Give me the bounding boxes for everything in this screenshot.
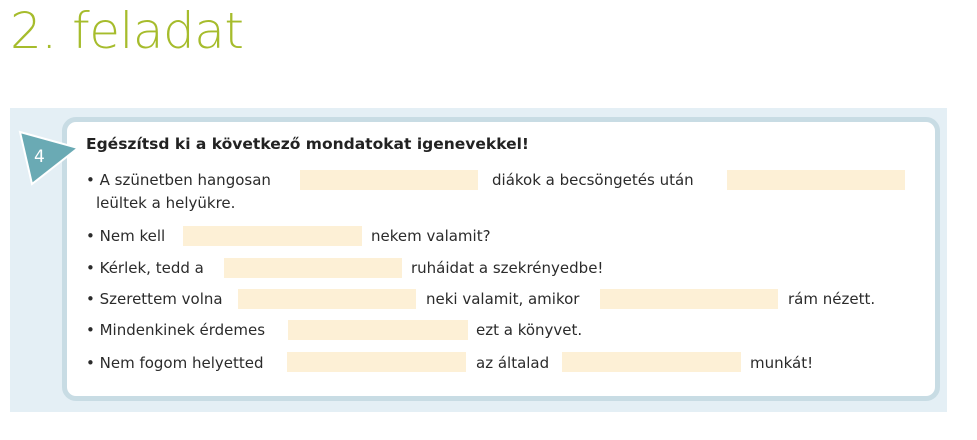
answer-blank[interactable]	[300, 170, 478, 190]
answer-blank[interactable]	[238, 289, 416, 309]
answer-blank[interactable]	[562, 352, 741, 372]
answer-blank[interactable]	[183, 226, 362, 246]
answer-blank[interactable]	[727, 170, 905, 190]
sentence-text: • Nem kell	[86, 227, 166, 245]
page-title: 2. feladat	[10, 2, 244, 60]
sentence-text: • Mindenkinek érdemes	[86, 321, 266, 339]
sentence-text: nekem valamit?	[371, 227, 491, 245]
sentence-text: az általad	[476, 354, 550, 372]
exercise-instruction: Egészítsd ki a következő mondatokat igen…	[86, 135, 529, 153]
answer-blank[interactable]	[600, 289, 778, 309]
sentence-text: • Nem fogom helyetted	[86, 354, 264, 372]
sentence-text: munkát!	[750, 354, 814, 372]
exercise-number-badge: 4	[18, 130, 80, 186]
answer-blank[interactable]	[224, 258, 402, 278]
sentence-text: • A szünetben hangosan	[86, 171, 271, 189]
sentence-text: leültek a helyükre.	[96, 194, 236, 212]
sentence-text: diákok a becsöngetés után	[492, 171, 694, 189]
sentence-text: rám nézett.	[788, 290, 876, 308]
answer-blank[interactable]	[288, 320, 468, 340]
exercise-number: 4	[34, 147, 45, 167]
sentence-text: • Kérlek, tedd a	[86, 259, 204, 277]
sentence-text: neki valamit, amikor	[426, 290, 580, 308]
exercise-card	[62, 117, 940, 401]
sentence-text: ruháidat a szekrényedbe!	[411, 259, 604, 277]
sentence-text: • Szerettem volna	[86, 290, 223, 308]
sentence-text: ezt a könyvet.	[476, 321, 583, 339]
answer-blank[interactable]	[287, 352, 466, 372]
